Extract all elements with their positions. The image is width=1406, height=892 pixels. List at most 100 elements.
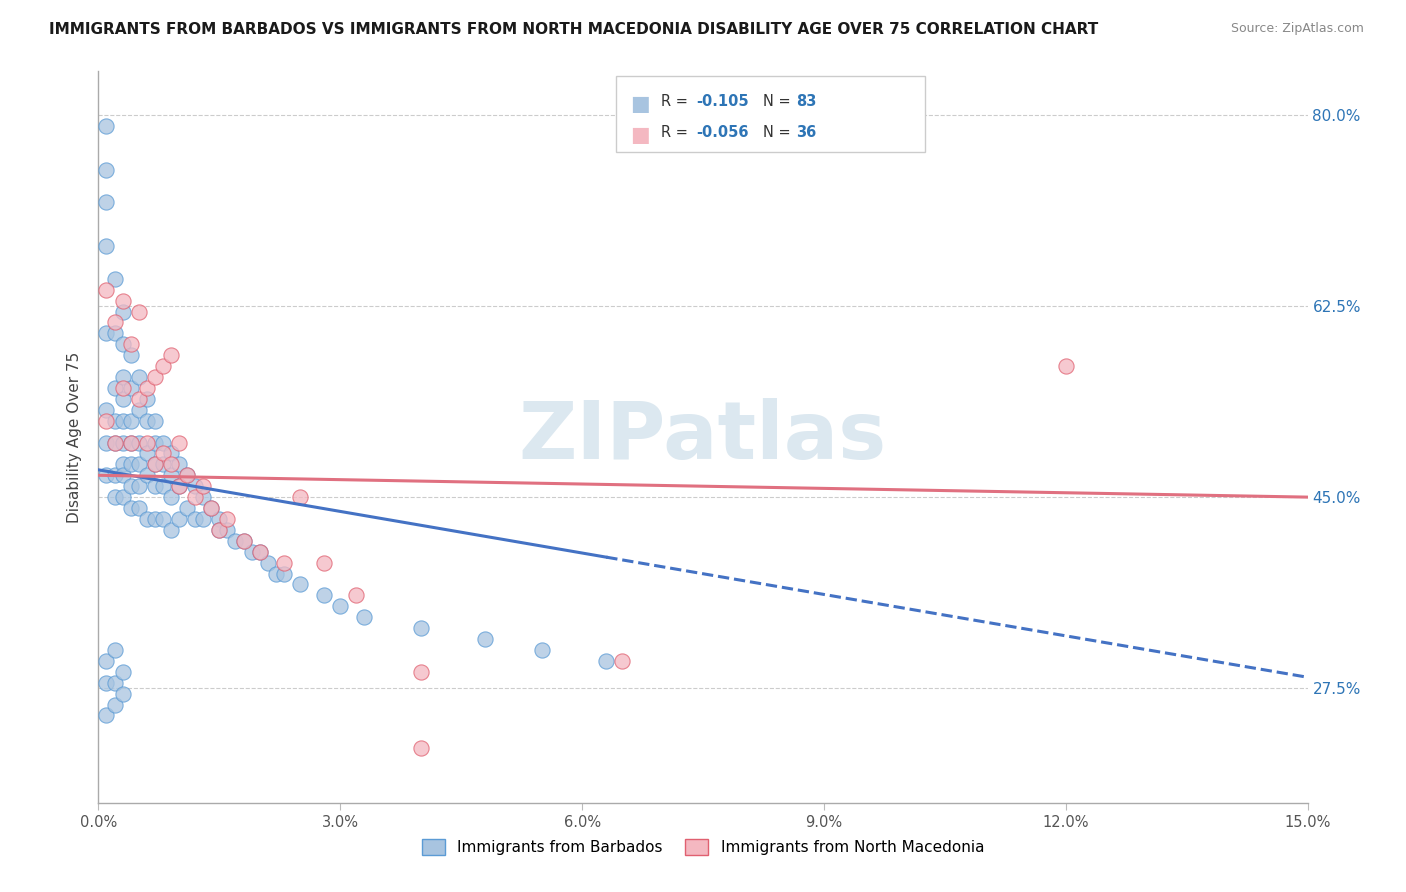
Point — [111, 337, 134, 351]
Point — [135, 392, 157, 406]
Point — [128, 370, 150, 384]
Text: N =: N = — [763, 94, 796, 109]
Point — [111, 665, 134, 679]
Point — [143, 370, 166, 384]
Point — [200, 501, 222, 516]
Point — [208, 512, 231, 526]
Point — [217, 512, 239, 526]
Point — [160, 446, 183, 460]
Point — [167, 512, 190, 526]
Point — [193, 479, 215, 493]
Point — [120, 414, 142, 428]
Text: ZIPatlas: ZIPatlas — [519, 398, 887, 476]
Point — [167, 479, 190, 493]
Point — [96, 468, 118, 483]
Point — [120, 435, 142, 450]
Point — [96, 119, 118, 133]
Point — [135, 381, 157, 395]
Point — [176, 468, 198, 483]
Point — [288, 577, 311, 591]
Point — [314, 556, 336, 570]
Point — [353, 610, 375, 624]
Point — [184, 479, 207, 493]
Point — [273, 566, 295, 581]
Text: N =: N = — [763, 125, 796, 140]
Point — [249, 545, 271, 559]
Point — [152, 512, 174, 526]
Y-axis label: Disability Age Over 75: Disability Age Over 75 — [67, 351, 83, 523]
Point — [103, 381, 125, 395]
Point — [103, 468, 125, 483]
Point — [288, 490, 311, 504]
Point — [135, 414, 157, 428]
Point — [111, 687, 134, 701]
Point — [128, 304, 150, 318]
Point — [96, 162, 118, 177]
Point — [160, 348, 183, 362]
Point — [152, 359, 174, 373]
Point — [103, 675, 125, 690]
Point — [111, 458, 134, 472]
Point — [120, 381, 142, 395]
Point — [329, 599, 352, 614]
Point — [143, 458, 166, 472]
Point — [193, 490, 215, 504]
Text: 36: 36 — [796, 125, 815, 140]
Text: IMMIGRANTS FROM BARBADOS VS IMMIGRANTS FROM NORTH MACEDONIA DISABILITY AGE OVER : IMMIGRANTS FROM BARBADOS VS IMMIGRANTS F… — [49, 22, 1098, 37]
Point — [96, 414, 118, 428]
Point — [152, 479, 174, 493]
Point — [128, 458, 150, 472]
Text: ■: ■ — [630, 94, 650, 113]
Point — [96, 654, 118, 668]
Point — [249, 545, 271, 559]
Point — [103, 272, 125, 286]
Point — [208, 523, 231, 537]
Point — [160, 458, 183, 472]
Point — [143, 512, 166, 526]
Legend: Immigrants from Barbados, Immigrants from North Macedonia: Immigrants from Barbados, Immigrants fro… — [416, 833, 990, 861]
Point — [184, 512, 207, 526]
Point — [96, 195, 118, 210]
Point — [256, 556, 278, 570]
Point — [128, 435, 150, 450]
Point — [120, 337, 142, 351]
Point — [1054, 359, 1077, 373]
Point — [111, 414, 134, 428]
Point — [152, 458, 174, 472]
Text: ■: ■ — [630, 125, 650, 145]
Point — [103, 698, 125, 712]
Point — [128, 392, 150, 406]
Point — [103, 315, 125, 329]
Point — [208, 523, 231, 537]
Point — [240, 545, 263, 559]
Point — [273, 556, 295, 570]
Text: Source: ZipAtlas.com: Source: ZipAtlas.com — [1230, 22, 1364, 36]
Point — [128, 402, 150, 417]
Point — [409, 741, 432, 756]
Point — [344, 588, 367, 602]
Point — [111, 293, 134, 308]
Point — [96, 675, 118, 690]
Point — [120, 458, 142, 472]
Point — [135, 468, 157, 483]
Point — [111, 392, 134, 406]
Point — [120, 479, 142, 493]
Point — [96, 708, 118, 723]
Point — [143, 479, 166, 493]
Point — [530, 643, 553, 657]
Point — [143, 414, 166, 428]
Point — [612, 654, 634, 668]
Point — [111, 381, 134, 395]
Point — [103, 643, 125, 657]
Point — [264, 566, 287, 581]
Point — [103, 326, 125, 341]
Point — [111, 490, 134, 504]
Point — [103, 490, 125, 504]
Point — [152, 446, 174, 460]
Point — [120, 435, 142, 450]
Point — [111, 370, 134, 384]
Text: R =: R = — [661, 94, 692, 109]
Point — [111, 468, 134, 483]
Point — [103, 435, 125, 450]
Text: -0.056: -0.056 — [696, 125, 748, 140]
